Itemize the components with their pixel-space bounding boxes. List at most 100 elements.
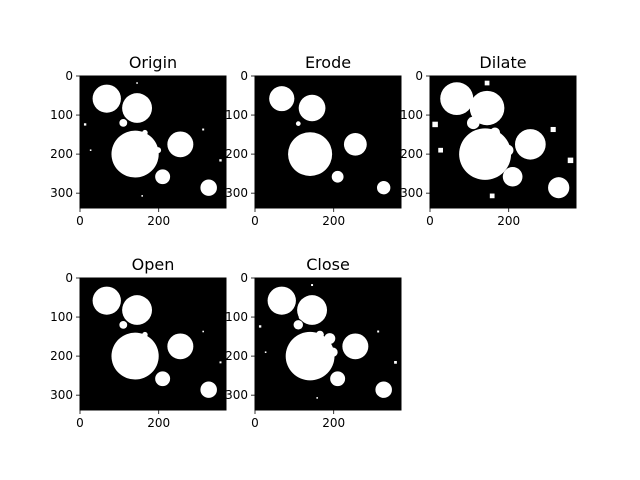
y-tick-label: 200 [400,147,423,161]
x-tick-label: 0 [251,416,259,430]
y-tick-label: 100 [50,108,73,122]
speck [484,80,490,86]
x-tick-label: 200 [147,416,170,430]
blob [155,169,171,185]
y-tick-label: 200 [50,147,73,161]
blob [440,82,474,116]
blob [119,118,128,127]
blob [315,330,324,339]
speck [202,128,205,131]
y-tick-label: 0 [240,271,248,285]
blob [331,170,344,183]
y-tick-label: 100 [50,310,73,324]
speck [136,82,138,84]
blob [343,133,367,156]
blob [375,381,392,398]
panel-title: Origin [129,53,177,72]
axes-frame [254,75,402,209]
speck [219,361,222,364]
speck [258,325,262,328]
blob [142,331,148,338]
speck [489,193,495,199]
panel-title: Dilate [479,53,526,72]
x-tick-label: 0 [251,214,259,228]
blob [285,331,335,381]
blob [154,147,162,154]
blob [502,144,514,156]
blob [489,127,501,138]
y-tick-label: 300 [50,388,73,402]
blob [111,332,159,380]
panel-erode: Erode 0 200 0 100 200 300 [225,53,402,228]
blob [324,333,336,344]
blob [297,295,328,325]
y-tick-label: 100 [225,108,248,122]
x-tick-label: 200 [322,416,345,430]
blob [200,179,217,196]
axes-frame [254,277,402,411]
speck [219,159,222,162]
y-tick-label: 300 [50,186,73,200]
blob [200,381,217,398]
y-tick-label: 0 [415,69,423,83]
axes-frame [429,75,577,209]
x-tick-label: 0 [76,416,84,430]
blob [155,371,171,387]
speck [141,195,143,197]
y-tick-label: 100 [400,108,423,122]
blob [502,166,523,187]
speck [316,397,318,399]
y-tick-label: 300 [225,186,248,200]
y-tick-label: 200 [50,349,73,363]
x-tick-label: 200 [497,214,520,228]
x-tick-label: 200 [147,214,170,228]
blob [288,132,333,176]
blob [267,286,296,315]
speck [432,121,438,128]
y-tick-label: 0 [65,69,73,83]
blob [92,286,121,315]
panel-title: Open [132,255,175,274]
blob [269,86,295,112]
y-tick-label: 200 [225,147,248,161]
blob [167,131,194,158]
speck [264,351,267,353]
blob [330,371,346,387]
blob [472,110,481,120]
speck [550,126,556,133]
panel-origin: Origin 0 200 0 100 200 300 [50,53,227,228]
speck [567,157,574,164]
blob [142,129,148,136]
panel-dilate: Dilate 0 200 0 100 200 300 [400,53,577,228]
blob [119,320,128,329]
y-tick-label: 300 [400,186,423,200]
blob [295,121,301,126]
speck [311,284,314,287]
blob [298,314,305,320]
y-tick-label: 0 [65,271,73,285]
blob [466,116,480,130]
speck [89,149,92,151]
y-tick-label: 100 [225,310,248,324]
blob [111,130,159,178]
speck [394,360,397,364]
blob [124,113,129,118]
blob [92,84,121,113]
blob [167,333,194,360]
blob [515,129,546,160]
panel-title: Close [306,255,350,274]
x-tick-label: 0 [426,214,434,228]
blob [342,333,369,360]
blob [328,347,338,357]
speck [438,147,443,153]
y-tick-label: 0 [240,69,248,83]
y-tick-label: 200 [225,349,248,363]
blob [122,93,153,123]
y-tick-label: 300 [225,388,248,402]
blob [122,295,153,325]
speck [83,123,87,126]
x-tick-label: 0 [76,214,84,228]
panel-open: Open 0 200 0 100 200 300 [50,255,227,430]
blob [293,320,304,330]
